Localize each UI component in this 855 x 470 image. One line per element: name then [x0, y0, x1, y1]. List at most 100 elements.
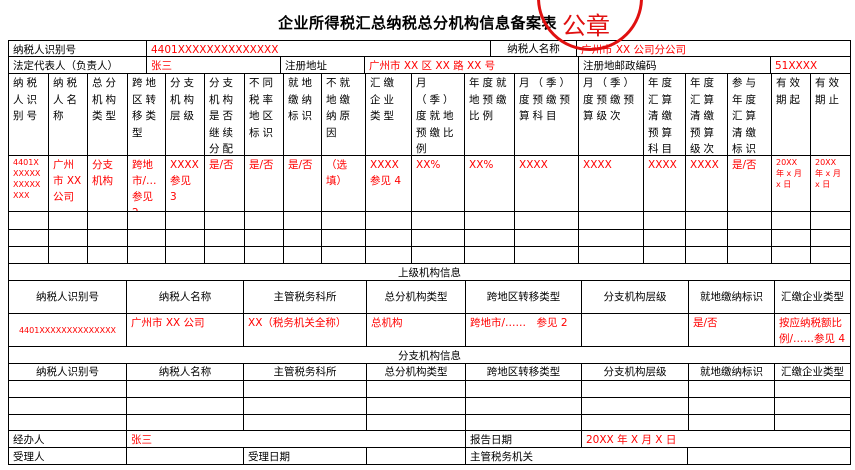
empty-cell: [688, 397, 775, 415]
empty-cell: [366, 414, 466, 431]
branch-info-column-header: 纳税人名称: [126, 363, 244, 381]
branch-column-header: 有效期止: [810, 73, 851, 156]
empty-cell: [366, 380, 466, 398]
branch-column-header: 年度汇算清缴预算科目: [643, 73, 686, 156]
empty-cell: [810, 211, 851, 230]
superior-data-cell: 是/否: [688, 313, 775, 347]
receive-date-value: [366, 447, 466, 465]
empty-cell: [685, 211, 728, 230]
branch-info-column-header: 跨地区转移类型: [465, 363, 582, 381]
empty-cell: [810, 229, 851, 247]
empty-cell: [514, 229, 579, 247]
superior-data-cell: 4401XXXXXXXXXXXXXX: [8, 313, 127, 347]
branch-column-header: 分支机构层级: [165, 73, 205, 156]
superior-column-header: 就地缴纳标识: [688, 280, 775, 314]
empty-cell: [411, 246, 465, 264]
branch-info-section-title: 分支机构信息: [8, 346, 851, 364]
empty-cell: [771, 246, 811, 264]
branch-info-column-header: 总分机构类型: [366, 363, 466, 381]
branch-column-header: 跨地区转移类型: [127, 73, 166, 156]
empty-cell: [411, 211, 465, 230]
superior-data-cell: XX（税务机关全称）: [243, 313, 367, 347]
branch-info-column-header: 纳税人识别号: [8, 363, 127, 381]
form-title: 企业所得税汇总纳税总分机构信息备案表: [0, 12, 855, 33]
empty-cell: [771, 211, 811, 230]
empty-cell: [204, 246, 245, 264]
empty-cell: [87, 246, 128, 264]
superior-column-header: 总分机构类型: [366, 280, 466, 314]
empty-cell: [244, 229, 284, 247]
taxpayer-name-value: 广州市 XX 公司分公司: [576, 40, 851, 57]
empty-cell: [685, 229, 728, 247]
empty-cell: [365, 246, 412, 264]
branch-data-cell: 是/否: [283, 155, 322, 212]
branch-column-header: 不同税率地区标识: [244, 73, 284, 156]
empty-cell: [48, 211, 88, 230]
legal-rep-label: 法定代表人（负责人）: [8, 56, 147, 74]
empty-cell: [578, 246, 644, 264]
postal-code-value: 51XXXX: [770, 56, 851, 74]
branch-info-column-header: 就地缴纳标识: [688, 363, 775, 381]
branch-data-cell: XX%: [464, 155, 515, 212]
empty-cell: [165, 229, 205, 247]
empty-cell: [774, 397, 851, 415]
empty-cell: [127, 211, 166, 230]
branch-data-cell: XXXX: [578, 155, 644, 212]
branch-column-header: 不就地缴纳原因: [321, 73, 366, 156]
superior-column-header: 分支机构层级: [581, 280, 689, 314]
empty-cell: [685, 246, 728, 264]
reg-address-value: 广州市 XX 区 XX 路 XX 号: [364, 56, 579, 74]
empty-cell: [514, 246, 579, 264]
branch-data-cell: 分支机构: [87, 155, 128, 212]
empty-cell: [283, 229, 322, 247]
empty-cell: [514, 211, 579, 230]
empty-cell: [688, 414, 775, 431]
empty-cell: [771, 229, 811, 247]
branch-column-header: 分支机构是否继续分配: [204, 73, 245, 156]
empty-cell: [244, 246, 284, 264]
branch-data-cell: XXXX 参见 4: [365, 155, 412, 212]
empty-cell: [581, 397, 689, 415]
empty-cell: [578, 211, 644, 230]
branch-column-header: 纳税人识别号: [8, 73, 49, 156]
receiver-value: [126, 447, 244, 465]
branch-column-header: 月（季）度就地预缴比例: [411, 73, 465, 156]
empty-cell: [165, 246, 205, 264]
branch-data-cell: 跨地市/… 参见 2: [127, 155, 166, 212]
empty-cell: [643, 229, 686, 247]
branch-info-column-header: 分支机构层级: [581, 363, 689, 381]
empty-cell: [87, 229, 128, 247]
empty-cell: [243, 380, 367, 398]
empty-cell: [774, 380, 851, 398]
branch-data-cell: XXXX: [514, 155, 579, 212]
form-title-text: 企业所得税汇总纳税总分机构信息备案表: [277, 14, 557, 32]
empty-cell: [48, 246, 88, 264]
superior-column-header: 主管税务科所: [243, 280, 367, 314]
empty-cell: [365, 211, 412, 230]
empty-cell: [643, 211, 686, 230]
empty-cell: [204, 211, 245, 230]
empty-cell: [688, 380, 775, 398]
empty-cell: [87, 211, 128, 230]
branch-column-header: 汇缴企业类型: [365, 73, 412, 156]
empty-cell: [578, 229, 644, 247]
tax-authority-value: [687, 447, 851, 465]
empty-cell: [321, 246, 366, 264]
empty-cell: [126, 397, 244, 415]
handler-label: 经办人: [8, 430, 127, 448]
taxpayer-name-label: 纳税人名称: [490, 40, 577, 57]
empty-cell: [464, 229, 515, 247]
postal-code-label: 注册地邮政编码: [578, 56, 771, 74]
empty-cell: [727, 229, 772, 247]
superior-section-title: 上级机构信息: [8, 263, 851, 281]
branch-data-cell: （选填）: [321, 155, 366, 212]
empty-cell: [465, 414, 582, 431]
empty-cell: [8, 246, 49, 264]
empty-cell: [8, 397, 127, 415]
superior-column-header: 跨地区转移类型: [465, 280, 582, 314]
branch-column-header: 月（季）度预缴预算级次: [578, 73, 644, 156]
empty-cell: [8, 229, 49, 247]
superior-column-header: 汇缴企业类型: [774, 280, 851, 314]
branch-column-header: 有效期起: [771, 73, 811, 156]
empty-cell: [365, 229, 412, 247]
